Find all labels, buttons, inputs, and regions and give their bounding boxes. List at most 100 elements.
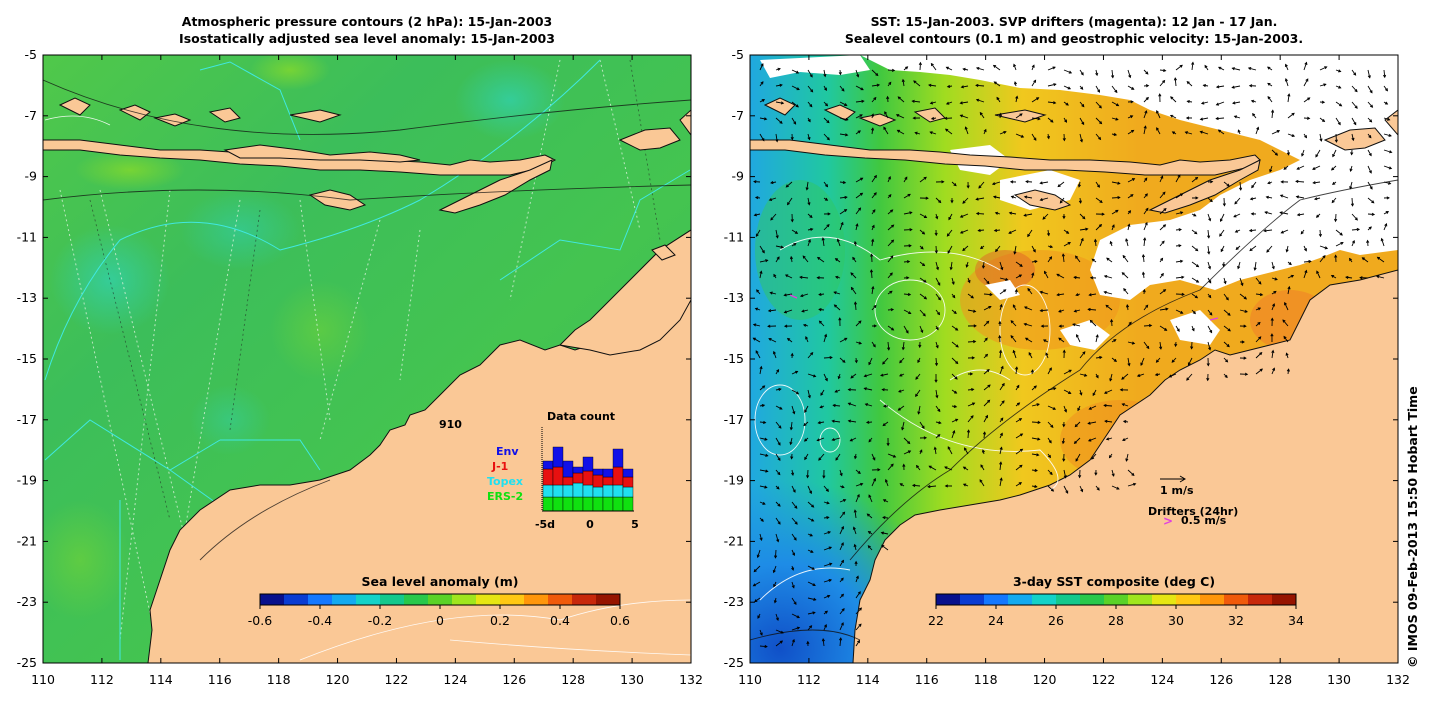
right-colorbar-title: 3-day SST composite (deg C) — [1013, 574, 1215, 589]
colorbar-swatch — [380, 594, 405, 605]
right-title-line2: Sealevel contours (0.1 m) and geostrophi… — [845, 31, 1303, 46]
colorbar-tick: 0.2 — [490, 613, 510, 628]
count-bar-ers — [542, 496, 554, 512]
left-lon-tick: 120 — [326, 672, 350, 687]
left-lon-tick: 132 — [679, 672, 703, 687]
colorbar-swatch — [1176, 594, 1201, 605]
colorbar-tick: -0.2 — [368, 613, 392, 628]
right-lon-tick: 126 — [1209, 672, 1233, 687]
right-lat-tick: -7 — [732, 108, 744, 123]
count-bar-topex — [562, 484, 574, 498]
count-bar-j1 — [592, 474, 604, 488]
right-lat-tick: -9 — [732, 169, 745, 184]
left-lat-tick: -23 — [17, 594, 37, 609]
count-bar-ers — [552, 496, 564, 512]
colorbar-tick: 0.6 — [610, 613, 630, 628]
left-colorbar: Sea level anomaly (m) -0.6 -0.4 -0.2 0 0.2 0.… — [248, 574, 630, 628]
left-lon-tick: 128 — [561, 672, 585, 687]
left-lon-tick: 112 — [90, 672, 114, 687]
left-lon-tick: 122 — [385, 672, 409, 687]
velocity-arrows — [752, 61, 1393, 649]
colorbar-swatch — [1008, 594, 1033, 605]
count-bar-topex — [622, 486, 634, 498]
count-bar-j1 — [622, 476, 634, 488]
left-title-line2: Isostatically adjusted sea level anomaly… — [179, 31, 555, 46]
count-bar-topex — [612, 484, 624, 498]
count-bar-j1 — [602, 476, 614, 486]
right-lon-tick: 132 — [1386, 672, 1410, 687]
left-lon-tick: 118 — [267, 672, 291, 687]
count-bar-env — [602, 468, 614, 478]
left-land — [43, 97, 691, 663]
count-bar-ers — [562, 496, 574, 512]
colorbar-swatch — [1032, 594, 1057, 605]
count-bar-ers — [612, 496, 624, 512]
count-xtick-1: 0 — [586, 518, 594, 531]
right-lat-tick: -5 — [732, 47, 744, 62]
right-lat-tick: -15 — [724, 351, 744, 366]
colorbar-swatch — [1272, 594, 1297, 605]
legend-j1: J-1 — [491, 460, 508, 473]
count-bar-env — [562, 460, 574, 478]
colorbar-swatch — [1248, 594, 1273, 605]
count-bar-topex — [582, 484, 594, 498]
left-colorbar-title: Sea level anomaly (m) — [362, 574, 519, 589]
right-map: 1 m/s Drifters (24hr) > 0.5 m/s 3-day SS… — [750, 55, 1398, 663]
colorbar-tick: 26 — [1048, 613, 1064, 628]
left-lat-tick: -11 — [17, 229, 37, 244]
colorbar-swatch — [500, 594, 525, 605]
left-lon-tick: 124 — [443, 672, 467, 687]
legend-env: Env — [496, 445, 519, 458]
left-lat-tick: -17 — [17, 412, 37, 427]
right-lat-tick: -17 — [724, 412, 744, 427]
drifter-marker: > — [1163, 514, 1173, 528]
left-lon-tick: 114 — [149, 672, 173, 687]
count-bar-topex — [602, 484, 614, 498]
colorbar-tick: 28 — [1108, 613, 1124, 628]
count-bar-topex — [542, 484, 554, 498]
data-count-inset: Data count 910 Env J-1 Topex ERS-2 -5d 0… — [439, 410, 639, 531]
count-xtick-0: -5d — [535, 518, 555, 531]
count-bar-env — [552, 446, 564, 468]
count-bar-topex — [592, 486, 604, 498]
colorbar-swatch — [960, 594, 985, 605]
drifters-label: Drifters (24hr) — [1148, 505, 1238, 518]
velocity-scale: 1 m/s Drifters (24hr) > 0.5 m/s — [1148, 475, 1238, 528]
right-lat-tick: -11 — [724, 229, 744, 244]
count-bar-j1 — [572, 472, 584, 484]
left-lat-tick: -5 — [25, 47, 37, 62]
right-lat-tick: -25 — [724, 655, 744, 670]
count-bar-ers — [572, 496, 584, 512]
colorbar-swatch — [1056, 594, 1081, 605]
drifter-tracks — [789, 294, 1219, 321]
colorbar-swatch — [1080, 594, 1105, 605]
colorbar-swatch — [524, 594, 549, 605]
colorbar-swatch — [1224, 594, 1249, 605]
right-title-line1: SST: 15-Jan-2003. SVP drifters (magenta)… — [871, 14, 1278, 29]
right-lat-tick: -13 — [724, 290, 744, 305]
right-lat-tick: -23 — [724, 594, 744, 609]
colorbar-swatch — [356, 594, 381, 605]
left-lon-tick: 110 — [31, 672, 55, 687]
right-lon-tick: 112 — [797, 672, 821, 687]
count-bar-ers — [622, 496, 634, 512]
right-lon-tick: 120 — [1033, 672, 1057, 687]
colorbar-swatch — [428, 594, 453, 605]
left-lat-tick: -13 — [17, 290, 37, 305]
count-bar-env — [622, 468, 634, 478]
data-count-total: 910 — [439, 418, 462, 431]
right-colorbar: 3-day SST composite (deg C) 22 24 26 28 30 32… — [928, 574, 1304, 628]
colorbar-swatch — [308, 594, 333, 605]
left-lat-tick: -25 — [17, 655, 37, 670]
left-axes: -5 -7 -9 -11 -13 -15 -17 -19 -21 -23 -25 110 112 114 1… — [17, 47, 703, 687]
count-bar-env — [542, 460, 554, 470]
colorbar-tick: 0 — [436, 613, 444, 628]
right-lon-tick: 128 — [1268, 672, 1292, 687]
count-bar-topex — [552, 484, 564, 498]
colorbar-tick: -0.6 — [248, 613, 272, 628]
colorbar-swatch — [1200, 594, 1225, 605]
count-bar-ers — [602, 496, 614, 512]
left-lat-tick: -19 — [17, 473, 37, 488]
left-lat-tick: -7 — [25, 108, 37, 123]
